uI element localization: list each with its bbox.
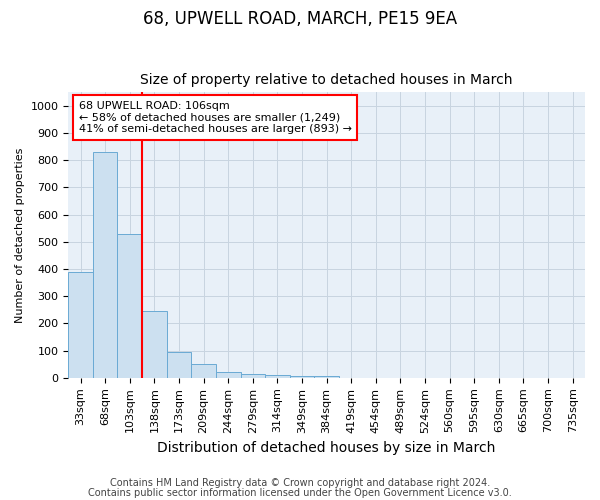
Text: Contains public sector information licensed under the Open Government Licence v3: Contains public sector information licen… bbox=[88, 488, 512, 498]
Bar bbox=[142, 311, 167, 378]
Bar bbox=[167, 352, 191, 378]
Text: 68, UPWELL ROAD, MARCH, PE15 9EA: 68, UPWELL ROAD, MARCH, PE15 9EA bbox=[143, 10, 457, 28]
Text: Contains HM Land Registry data © Crown copyright and database right 2024.: Contains HM Land Registry data © Crown c… bbox=[110, 478, 490, 488]
Title: Size of property relative to detached houses in March: Size of property relative to detached ho… bbox=[140, 73, 513, 87]
Bar bbox=[314, 376, 339, 378]
Bar bbox=[265, 375, 290, 378]
Y-axis label: Number of detached properties: Number of detached properties bbox=[15, 148, 25, 323]
Bar bbox=[68, 272, 93, 378]
Bar bbox=[241, 374, 265, 378]
Bar bbox=[290, 376, 314, 378]
Bar bbox=[93, 152, 118, 378]
X-axis label: Distribution of detached houses by size in March: Distribution of detached houses by size … bbox=[157, 441, 496, 455]
Text: 68 UPWELL ROAD: 106sqm
← 58% of detached houses are smaller (1,249)
41% of semi-: 68 UPWELL ROAD: 106sqm ← 58% of detached… bbox=[79, 101, 352, 134]
Bar bbox=[118, 234, 142, 378]
Bar bbox=[191, 364, 216, 378]
Bar bbox=[216, 372, 241, 378]
